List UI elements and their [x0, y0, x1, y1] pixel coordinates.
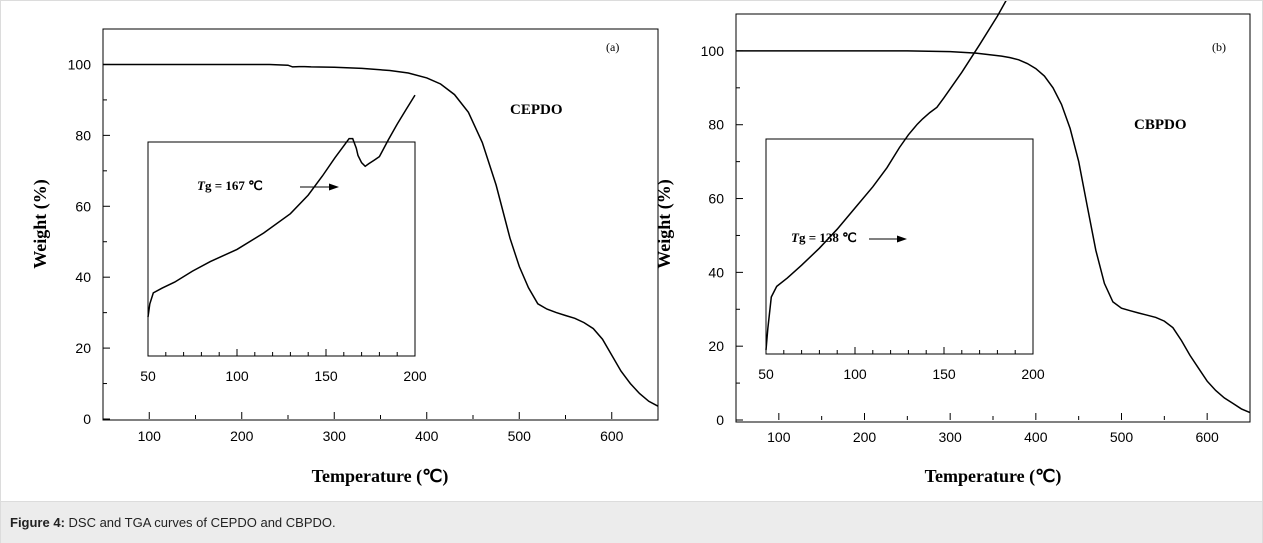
- tg-annotation: Tg = 138 ℃: [791, 230, 907, 245]
- inset-x-tick-label: 150: [932, 366, 956, 382]
- tga-curve-cbpdo: [736, 50, 1251, 414]
- y-tick-label: 40: [708, 264, 724, 280]
- inset-x-axis-ticks: 50 100 150 200: [758, 347, 1045, 382]
- dsc-curve-cbpdo: [765, 1, 1007, 351]
- y-tick-label: 60: [708, 191, 724, 207]
- inset-x-tick-label: 100: [225, 368, 249, 384]
- x-tick-label: 300: [323, 428, 347, 444]
- tg-italic-t: T: [197, 178, 206, 193]
- inset-frame: [765, 138, 1034, 355]
- series-label-cepdo: CEPDO: [510, 102, 563, 118]
- x-tick-label: 100: [767, 429, 791, 445]
- dsc-inset-cepdo: 50 100 150 200 Tg = 167 ℃: [140, 94, 427, 384]
- x-tick-label: 500: [508, 428, 532, 444]
- x-axis-ticks: 100 200 300 400 500 600: [138, 412, 659, 444]
- y-axis-title: Weight (%): [30, 179, 51, 269]
- inset-x-tick-label: 200: [403, 368, 427, 384]
- dsc-inset-cbpdo: 50 100 150 200 Tg = 138 ℃: [758, 1, 1045, 382]
- y-tick-label: 0: [716, 412, 724, 428]
- tga-curve-cepdo: [103, 63, 659, 407]
- tg-value-label: g = 167 ℃: [205, 178, 263, 193]
- x-axis-ticks: 100 200 300 400 500 600: [767, 413, 1251, 445]
- x-tick-label: 200: [230, 428, 254, 444]
- tg-italic-t: T: [791, 230, 800, 245]
- y-tick-label: 20: [75, 340, 91, 356]
- inset-x-axis-ticks: 50 100 150 200: [140, 349, 427, 384]
- inset-x-tick-label: 200: [1021, 366, 1045, 382]
- svg-text:Tg = 138 ℃: Tg = 138 ℃: [791, 230, 857, 245]
- panel-label-b: (b): [1212, 40, 1226, 54]
- caption-prefix: Figure 4:: [10, 515, 65, 530]
- tg-value-label: g = 138 ℃: [799, 230, 857, 245]
- y-tick-label: 100: [701, 43, 725, 59]
- plot-area-frame: [735, 13, 1251, 423]
- x-tick-label: 300: [938, 429, 962, 445]
- series-label-cbpdo: CBPDO: [1134, 117, 1187, 133]
- caption-body: DSC and TGA curves of CEPDO and CBPDO.: [64, 515, 336, 530]
- y-tick-label: 0: [83, 411, 91, 427]
- x-tick-label: 600: [600, 428, 624, 444]
- y-tick-label: 60: [75, 198, 91, 214]
- inset-frame: [147, 141, 416, 357]
- y-tick-label: 80: [75, 127, 91, 143]
- tg-arrow-head: [329, 183, 339, 191]
- y-tick-label: 100: [68, 56, 92, 72]
- inset-x-tick-label: 50: [140, 368, 156, 384]
- y-axis-title: Weight (%): [654, 179, 675, 269]
- y-tick-label: 40: [75, 269, 91, 285]
- x-tick-label: 400: [415, 428, 439, 444]
- inset-x-tick-label: 150: [314, 368, 338, 384]
- x-tick-label: 400: [1024, 429, 1048, 445]
- y-axis-ticks: 0 20 40 60 80 100: [68, 56, 110, 427]
- figure-caption-bar: Figure 4: DSC and TGA curves of CEPDO an…: [1, 501, 1262, 543]
- x-tick-label: 200: [853, 429, 877, 445]
- y-axis-ticks: 0 20 40 60 80 100: [701, 43, 743, 428]
- tg-arrow-head: [897, 235, 907, 243]
- panel-b-cbpdo: 100 200 300 400 500 600 0 20 40 60 80 100 (b) CBPD…: [654, 1, 1251, 487]
- x-axis-title: Temperature (℃): [312, 466, 449, 487]
- y-tick-label: 80: [708, 117, 724, 133]
- plot-area-frame: [102, 28, 659, 421]
- dsc-curve-cepdo: [147, 94, 416, 318]
- x-tick-label: 600: [1195, 429, 1219, 445]
- inset-x-tick-label: 50: [758, 366, 774, 382]
- x-tick-label: 100: [138, 428, 162, 444]
- inset-x-tick-label: 100: [843, 366, 867, 382]
- y-tick-label: 20: [708, 338, 724, 354]
- panel-a-cepdo: 100 200 300 400 500 600 0 20 40 60 80 100 (a) CEPD…: [30, 28, 659, 487]
- figure-caption: Figure 4: DSC and TGA curves of CEPDO an…: [10, 515, 336, 530]
- svg-text:Tg = 167 ℃: Tg = 167 ℃: [197, 178, 263, 193]
- panel-label-a: (a): [606, 40, 619, 54]
- x-axis-title: Temperature (℃): [925, 466, 1062, 487]
- x-tick-label: 500: [1110, 429, 1134, 445]
- tg-annotation: Tg = 167 ℃: [197, 178, 339, 193]
